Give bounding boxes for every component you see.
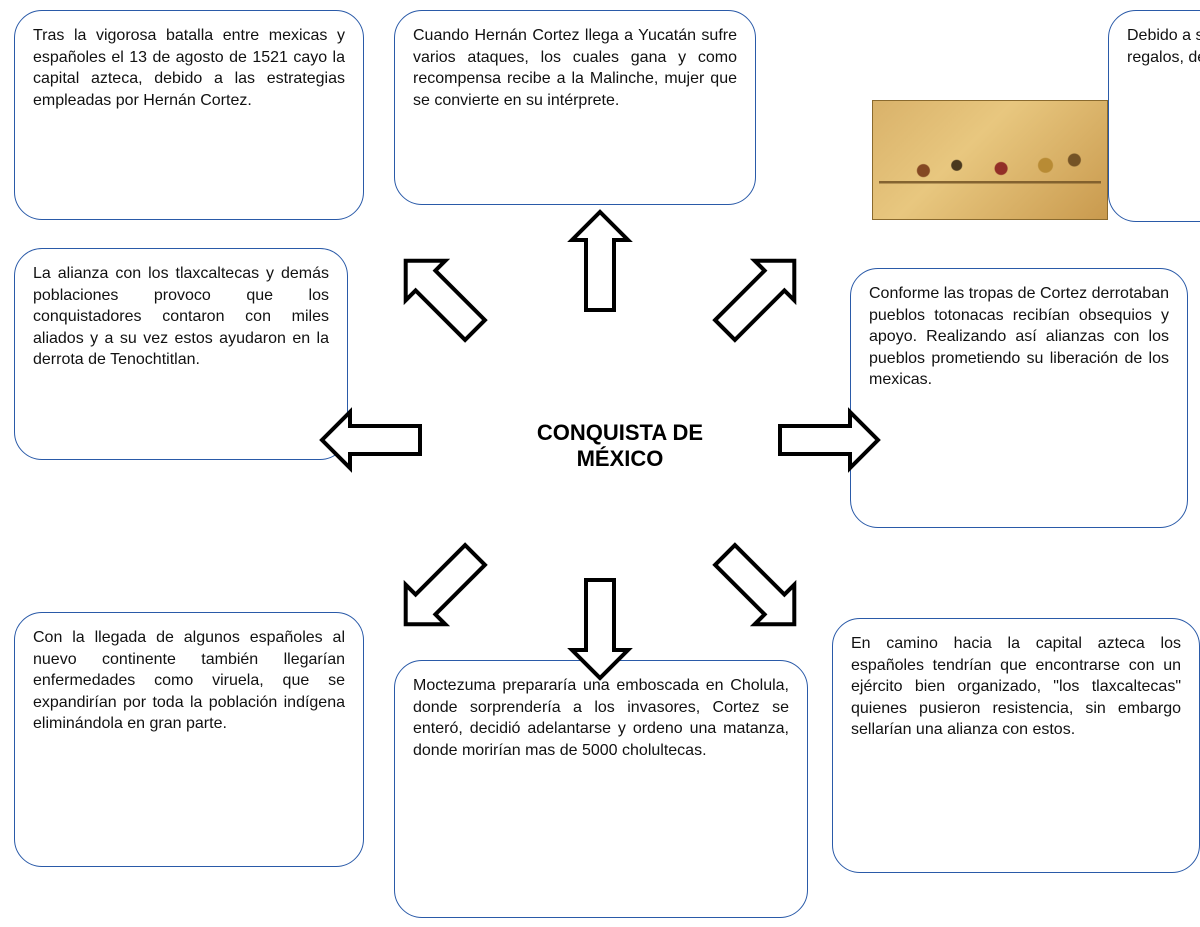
arrow-down-right: [705, 535, 814, 644]
arrow-up: [572, 212, 628, 310]
arrow-down-left: [386, 535, 495, 644]
arrow-down: [572, 580, 628, 678]
arrow-left: [322, 412, 420, 468]
arrow-up-right: [705, 241, 814, 350]
codex-illustration: [872, 100, 1108, 220]
arrow-right: [780, 412, 878, 468]
arrow-up-left: [386, 241, 495, 350]
